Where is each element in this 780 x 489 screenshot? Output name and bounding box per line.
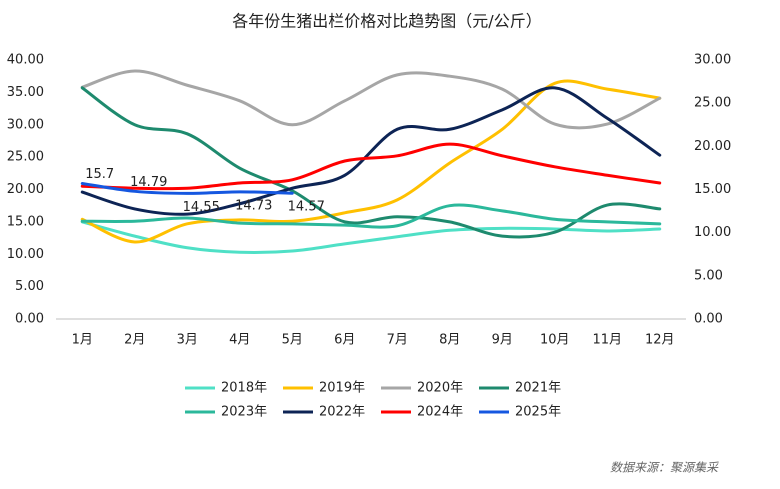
data-label: 14.57 — [288, 200, 325, 215]
x-tick-label: 6月 — [334, 333, 355, 348]
line-series — [80, 69, 662, 130]
y-tick-label: 25.00 — [7, 150, 44, 165]
line-series — [80, 86, 662, 216]
data-label: 15.7 — [85, 167, 114, 182]
line-series — [80, 203, 662, 229]
x-tick-label: 10月 — [540, 333, 570, 348]
data-label: 14.73 — [235, 198, 272, 213]
x-tick-label: 1月 — [72, 333, 93, 348]
x-tick-label: 8月 — [439, 333, 460, 348]
line-series — [80, 86, 662, 239]
y2-tick-label: 20.00 — [694, 139, 731, 154]
legend-label: 2022年 — [319, 405, 365, 420]
data-label: 14.79 — [130, 175, 167, 190]
y-tick-label: 35.00 — [7, 85, 44, 100]
y-tick-label: 5.00 — [15, 279, 44, 294]
y-tick-label: 0.00 — [15, 312, 44, 327]
legend-label: 2019年 — [319, 381, 365, 396]
y2-tick-label: 10.00 — [694, 225, 731, 240]
y-tick-label: 40.00 — [7, 53, 44, 68]
y2-tick-label: 25.00 — [694, 96, 731, 111]
y-tick-label: 10.00 — [7, 247, 44, 262]
line-series — [80, 79, 662, 244]
x-tick-label: 12月 — [645, 333, 675, 348]
y2-tick-label: 0.00 — [694, 312, 723, 327]
x-tick-label: 11月 — [592, 333, 622, 348]
x-tick-label: 4月 — [229, 333, 250, 348]
y2-tick-label: 30.00 — [694, 53, 731, 68]
y-tick-label: 15.00 — [7, 214, 44, 229]
x-tick-label: 2月 — [124, 333, 145, 348]
legend-label: 2023年 — [221, 405, 267, 420]
y2-tick-label: 15.00 — [694, 182, 731, 197]
y-tick-label: 20.00 — [7, 182, 44, 197]
line-series — [80, 142, 662, 191]
x-tick-label: 7月 — [387, 333, 408, 348]
legend-label: 2024年 — [417, 405, 463, 420]
legend-label: 2025年 — [515, 405, 561, 420]
x-tick-label: 9月 — [492, 333, 513, 348]
x-tick-label: 3月 — [177, 333, 198, 348]
legend-label: 2021年 — [515, 381, 561, 396]
legend-label: 2018年 — [221, 381, 267, 396]
data-label: 14.55 — [183, 200, 220, 215]
line-series — [80, 181, 294, 195]
x-tick-label: 5月 — [282, 333, 303, 348]
legend-label: 2020年 — [417, 381, 463, 396]
y-tick-label: 30.00 — [7, 117, 44, 132]
source-note: 数据来源：聚源集采 — [610, 461, 719, 475]
chart-title: 各年份生猪出栏价格对比趋势图（元/公斤） — [232, 12, 541, 31]
y2-tick-label: 5.00 — [694, 268, 723, 283]
